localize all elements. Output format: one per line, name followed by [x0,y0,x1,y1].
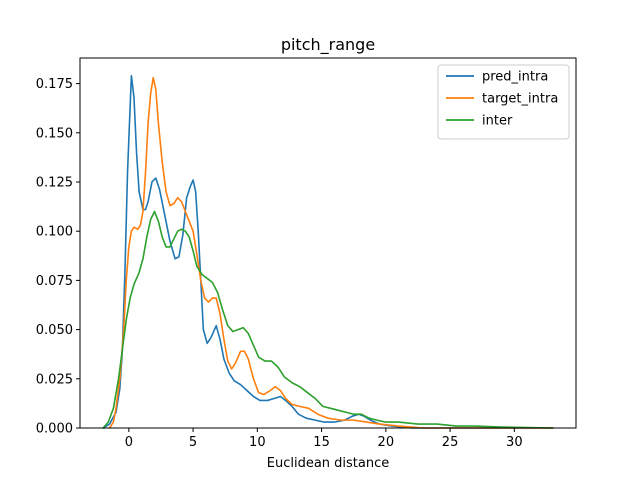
chart-title: pitch_range [281,35,375,55]
axes-frame [79,57,577,429]
plot-lines [102,74,554,429]
legend-label-inter: inter [482,114,513,129]
y-tick-label: 0.075 [36,274,73,289]
x-tick-label: 10 [249,435,266,450]
series-line-target-intra [108,76,554,429]
x-axis-label: Euclidean distance [267,456,390,471]
y-tick-label: 0.125 [36,175,73,190]
y-tick-label: 0.000 [36,422,73,437]
legend-label-target-intra: target_intra [482,92,558,107]
y-tick-label: 0.150 [36,126,73,141]
x-tick-label: 25 [442,435,459,450]
y-tick-label: 0.175 [36,77,73,92]
y-tick-label: 0.050 [36,323,73,338]
y-tick-label: 0.100 [36,225,73,240]
x-tick-label: 20 [378,435,395,450]
series-line-inter [102,210,554,429]
legend-label-pred-intra: pred_intra [482,70,548,85]
series-line-pred-intra [102,74,554,429]
x-tick-label: 30 [506,435,523,450]
x-tick-label: 0 [125,435,133,450]
x-tick-label: 5 [189,435,197,450]
y-tick-label: 0.025 [36,372,73,387]
x-tick-label: 15 [313,435,330,450]
y-axis: 0.000 0.025 0.050 0.075 0.100 0.125 0.150 0.175 [36,77,80,437]
x-axis: 0 5 10 15 20 25 30 [125,428,523,450]
